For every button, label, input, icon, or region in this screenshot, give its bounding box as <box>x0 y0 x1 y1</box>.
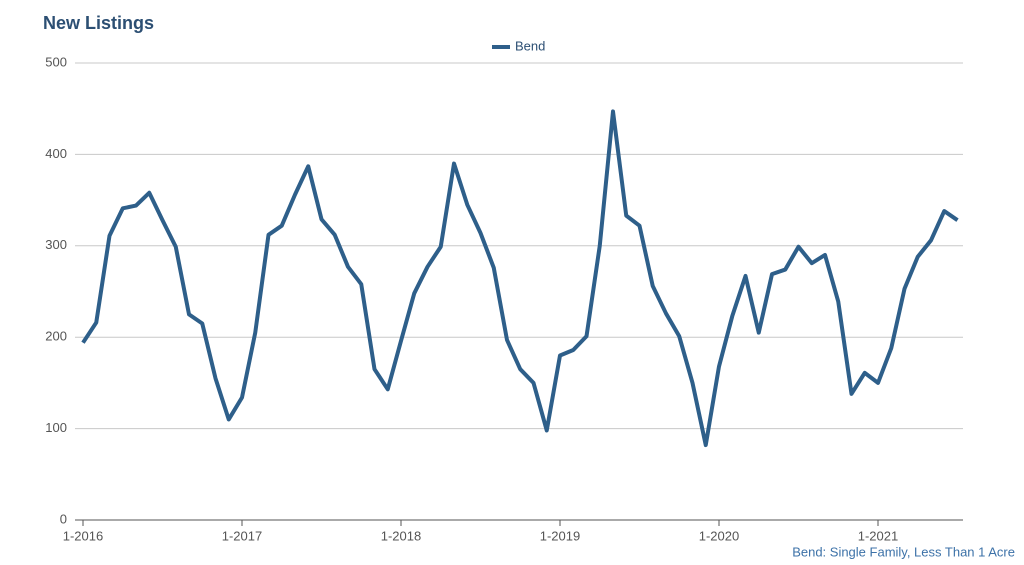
y-tick-label: 300 <box>45 237 67 252</box>
y-tick-label: 400 <box>45 146 67 161</box>
annotation: Bend: Single Family, Less Than 1 Acre <box>792 544 1015 559</box>
chart-title: New Listings <box>43 13 154 33</box>
x-tick-label: 1-2020 <box>699 528 739 543</box>
x-tick-label: 1-2018 <box>381 528 421 543</box>
y-tick-label: 100 <box>45 420 67 435</box>
y-tick-label: 200 <box>45 329 67 344</box>
legend-label: Bend <box>515 38 545 53</box>
data-line <box>81 109 959 448</box>
x-tick-label: 1-2016 <box>63 528 103 543</box>
x-tick-label: 1-2017 <box>222 528 262 543</box>
x-tick-label: 1-2021 <box>858 528 898 543</box>
x-tick-label: 1-2019 <box>540 528 580 543</box>
y-tick-label: 0 <box>60 511 67 526</box>
y-tick-label: 500 <box>45 54 67 69</box>
